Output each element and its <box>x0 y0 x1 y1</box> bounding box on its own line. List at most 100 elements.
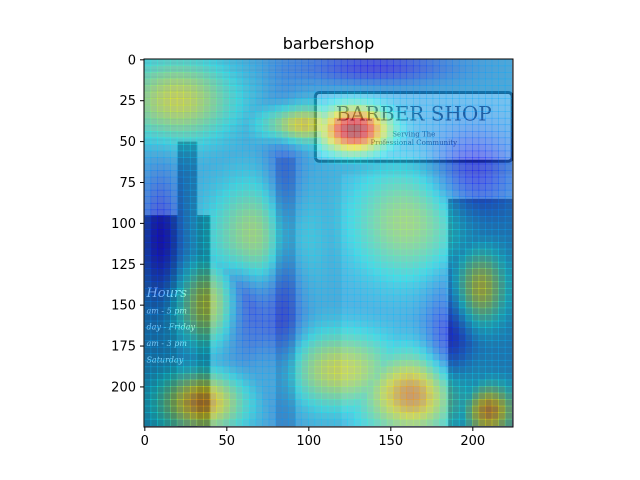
heatmap-cell <box>445 157 453 165</box>
heatmap-cell <box>176 111 184 119</box>
heatmap-cell <box>209 346 217 355</box>
heatmap-cell <box>157 333 165 341</box>
heatmap-cell <box>360 412 368 420</box>
heatmap-cell <box>255 117 263 126</box>
heatmap-cell <box>419 150 427 158</box>
heatmap-cell <box>465 78 473 86</box>
heatmap-cell <box>242 196 250 204</box>
heatmap-cell <box>163 85 171 93</box>
heatmap-cell <box>386 78 394 86</box>
heatmap-cell <box>308 59 316 67</box>
heatmap-cell <box>235 209 244 217</box>
sign-text-line: Professional Community <box>370 139 457 147</box>
heatmap-cell <box>314 104 322 112</box>
heatmap-cell <box>399 104 408 112</box>
heatmap-cell <box>189 150 198 158</box>
heatmap-cell <box>340 65 348 73</box>
heatmap-cell <box>150 242 158 250</box>
heatmap-cell <box>288 359 296 368</box>
heatmap-cell <box>144 78 152 86</box>
heatmap-cell <box>465 346 473 355</box>
heatmap-cell <box>275 117 283 126</box>
heatmap-cell <box>485 150 493 158</box>
heatmap-cell <box>373 412 381 420</box>
heatmap-cell <box>334 144 342 152</box>
heatmap-cell <box>301 183 309 191</box>
heatmap-cell <box>406 379 414 387</box>
heatmap-cell <box>216 229 224 237</box>
heatmap-cell <box>412 163 421 171</box>
heatmap-cell <box>248 124 257 132</box>
heatmap-cell <box>347 229 355 237</box>
heatmap-cell <box>347 85 355 93</box>
heatmap-cell <box>504 346 512 355</box>
heatmap-cell <box>340 229 348 237</box>
heatmap-cell <box>314 412 322 420</box>
heatmap-cell <box>268 359 276 368</box>
heatmap-cell <box>485 111 493 119</box>
heatmap-cell <box>360 137 368 145</box>
heatmap-cell <box>294 104 303 112</box>
heatmap-cell <box>347 59 355 67</box>
heatmap-cell <box>465 98 473 106</box>
heatmap-cell <box>465 399 473 407</box>
heatmap-cell <box>183 85 191 93</box>
heatmap-cell <box>229 242 237 250</box>
heatmap-cell <box>183 255 191 263</box>
heatmap-cell <box>426 346 434 355</box>
window-text-line: am - 3 pm <box>146 339 187 348</box>
heatmap-cell <box>301 229 309 237</box>
heatmap-cell <box>367 222 375 230</box>
scene-door <box>448 198 513 427</box>
heatmap-cell <box>235 117 244 126</box>
heatmap-cell <box>334 320 342 328</box>
heatmap-cell <box>373 242 381 250</box>
heatmap-cell <box>268 85 276 93</box>
heatmap-cell <box>478 248 486 256</box>
heatmap-cell <box>367 281 375 289</box>
heatmap-cell <box>196 176 204 184</box>
heatmap-cell <box>321 353 329 361</box>
heatmap-cell <box>294 144 303 152</box>
heatmap-cell <box>491 320 499 328</box>
heatmap-cell <box>485 327 493 335</box>
heatmap-cell <box>314 314 322 322</box>
heatmap-cell <box>196 209 204 217</box>
heatmap-cell <box>229 222 237 230</box>
heatmap-cell <box>380 412 388 420</box>
heatmap-cell <box>203 117 211 126</box>
heatmap-cell <box>360 222 368 230</box>
heatmap-cell <box>465 405 473 413</box>
heatmap-cell <box>367 412 375 420</box>
heatmap-cell <box>399 287 408 296</box>
heatmap-cell <box>367 59 375 67</box>
heatmap-cell <box>334 366 342 374</box>
heatmap-cell <box>367 157 375 165</box>
heatmap-cell <box>281 137 289 145</box>
heatmap-cell <box>452 287 460 296</box>
heatmap-cell <box>452 418 460 426</box>
heatmap-cell <box>360 235 368 243</box>
heatmap-cell <box>176 209 184 217</box>
heatmap-cell <box>321 379 329 387</box>
heatmap-cell <box>248 209 257 217</box>
heatmap-cell <box>294 65 303 73</box>
heatmap-cell <box>209 333 217 341</box>
heatmap-cell <box>235 340 244 348</box>
heatmap-cell <box>458 130 467 139</box>
heatmap-cell <box>262 72 270 80</box>
heatmap-cell <box>498 202 506 211</box>
heatmap-cell <box>445 65 453 73</box>
heatmap-cell <box>308 72 316 80</box>
heatmap-cell <box>242 137 250 145</box>
heatmap-cell <box>288 78 296 86</box>
heatmap-cell <box>373 196 381 204</box>
y-tick-label: 200 <box>111 380 136 395</box>
heatmap-cell <box>294 340 303 348</box>
heatmap-cell <box>157 235 165 243</box>
heatmap-cell <box>419 287 427 296</box>
heatmap-cell <box>465 248 473 256</box>
heatmap-cell <box>281 144 289 152</box>
heatmap-cell <box>183 346 191 355</box>
heatmap-cell <box>288 248 296 256</box>
